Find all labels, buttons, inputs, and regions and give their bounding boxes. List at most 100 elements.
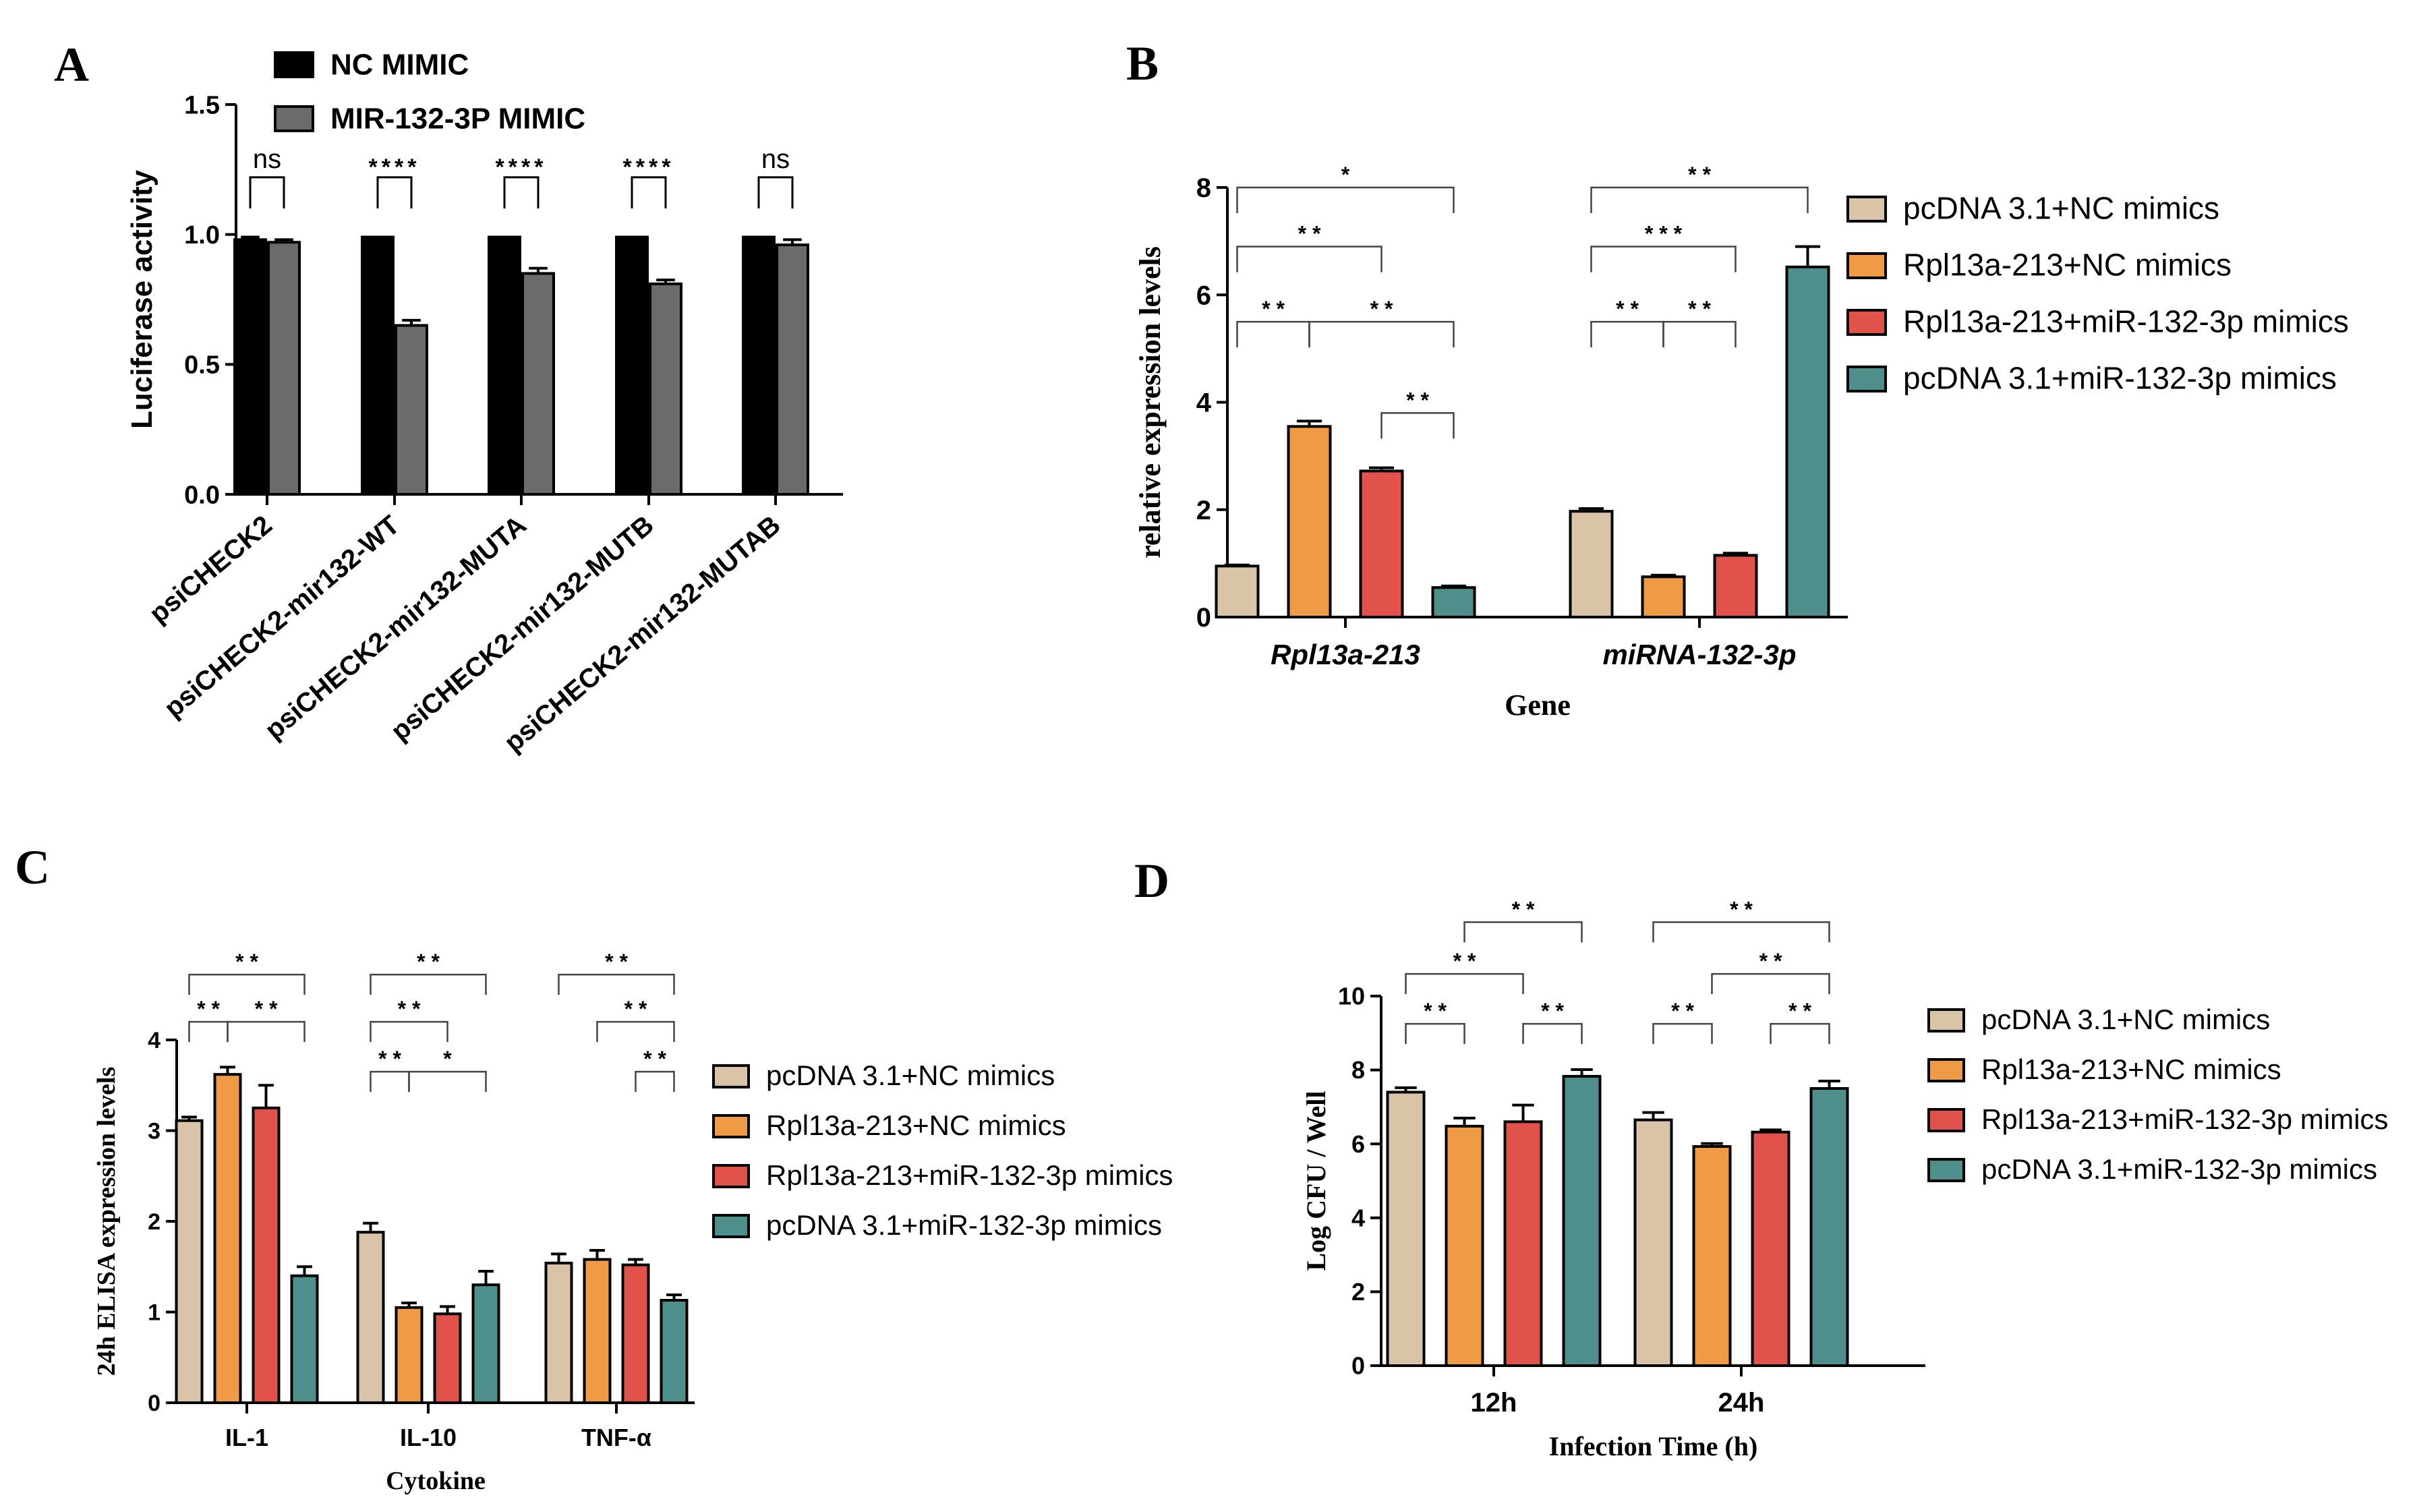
bar xyxy=(544,1261,573,1404)
legend-swatch xyxy=(1846,309,1887,336)
y-tick-label: 1 xyxy=(148,1300,161,1325)
x-category-label: 24h xyxy=(1718,1388,1765,1418)
bar xyxy=(1569,510,1614,618)
legend-label: NC MIMIC xyxy=(330,48,469,81)
significance-bracket xyxy=(1236,186,1455,213)
significance-bracket xyxy=(503,176,540,209)
y-tick-label: 8 xyxy=(1351,1056,1365,1084)
y-tick-label: 0 xyxy=(1351,1352,1365,1380)
bar xyxy=(488,235,521,496)
y-tick-label: 1.0 xyxy=(184,221,220,250)
bar xyxy=(583,1258,612,1404)
legend-swatch xyxy=(712,1214,750,1238)
significance-bracket xyxy=(631,176,667,209)
significance-label: * * xyxy=(378,1047,401,1071)
y-axis-label: 24h ELISA expression levels xyxy=(92,1067,121,1376)
legend-label: pcDNA 3.1+miR-132-3p mimics xyxy=(1981,1153,2377,1185)
y-tick-label: 6 xyxy=(1351,1130,1365,1158)
x-category-label: Rpl13a-213 xyxy=(1271,639,1420,670)
bar xyxy=(1562,1074,1602,1368)
significance-bracket xyxy=(249,176,285,209)
bar xyxy=(233,238,267,496)
significance-label: * * * xyxy=(1645,222,1683,246)
y-tick-label: 2 xyxy=(1351,1278,1365,1306)
significance-label: * * xyxy=(235,950,258,974)
bar xyxy=(1633,1118,1673,1367)
legend-label: pcDNA 3.1+NC mimics xyxy=(1981,1004,2270,1035)
significance-label: * * xyxy=(1453,949,1476,973)
bar xyxy=(1445,1124,1484,1367)
significance-label: * * xyxy=(605,950,628,974)
legend-swatch xyxy=(1927,1008,1965,1033)
significance-label: * xyxy=(1341,163,1350,187)
panel-letter: C xyxy=(15,840,50,894)
legend-label: Rpl13a-213+miR-132-3p mimics xyxy=(766,1159,1173,1191)
significance-label: * * xyxy=(643,1047,666,1071)
bar xyxy=(1751,1130,1790,1367)
x-axis-label: Cytokine xyxy=(386,1467,486,1495)
y-tick-label: 6 xyxy=(1196,281,1211,310)
significance-label: * * xyxy=(197,997,220,1021)
legend-swatch xyxy=(1927,1158,1965,1182)
legend-swatch xyxy=(1846,366,1887,392)
y-tick-label: 10 xyxy=(1338,983,1365,1010)
bar xyxy=(1386,1091,1426,1367)
significance-label: * xyxy=(443,1047,452,1071)
x-category-label: IL-1 xyxy=(225,1424,268,1451)
bar xyxy=(1359,469,1404,618)
bar xyxy=(1287,425,1332,618)
y-tick-label: 3 xyxy=(148,1118,161,1144)
significance-bracket xyxy=(558,973,675,995)
significance-bracket xyxy=(227,1020,305,1043)
legend-swatch xyxy=(712,1164,750,1188)
significance-bracket xyxy=(1522,1022,1583,1045)
bar xyxy=(621,1263,650,1405)
x-axis-label: Infection Time (h) xyxy=(1549,1431,1758,1461)
significance-bracket xyxy=(376,176,413,209)
significance-label: * * xyxy=(255,997,278,1021)
significance-label: ns xyxy=(761,144,790,174)
significance-bracket xyxy=(188,973,305,995)
bar xyxy=(395,324,428,496)
legend-label: pcDNA 3.1+miR-132-3p mimics xyxy=(766,1209,1162,1241)
y-tick-label: 8 xyxy=(1196,173,1211,203)
panel-c: C 0 1 2 3 4 24h ELISA expression levels IL-1 IL-… xyxy=(15,840,1173,1495)
bar xyxy=(615,235,649,496)
bar xyxy=(267,241,301,496)
y-tick-label: 0 xyxy=(148,1391,161,1416)
y-tick-label: 2 xyxy=(1196,496,1211,525)
bar xyxy=(290,1274,319,1404)
legend-swatch xyxy=(1927,1108,1965,1132)
bar xyxy=(1641,575,1686,618)
bar xyxy=(433,1312,462,1404)
bar xyxy=(471,1283,500,1405)
bar xyxy=(521,272,555,496)
significance-label: * * xyxy=(1788,999,1811,1023)
significance-label: * * xyxy=(1541,999,1564,1023)
bar xyxy=(395,1306,424,1405)
x-category-label: psiCHECK2-mir132-MUTAB xyxy=(499,510,786,758)
significance-label: * * xyxy=(1262,297,1285,321)
legend-label: Rpl13a-213+NC mimics xyxy=(1981,1053,2281,1085)
significance-bracket xyxy=(1770,1022,1830,1045)
significance-label: * * xyxy=(1370,297,1393,321)
legend-swatch xyxy=(1927,1058,1965,1082)
y-axis-label: Luciferase activity xyxy=(125,169,158,428)
bar xyxy=(742,235,776,496)
bar xyxy=(1431,586,1476,618)
panel-letter: D xyxy=(1134,854,1169,908)
legend-swatch xyxy=(274,105,314,132)
y-tick-label: 0.5 xyxy=(184,351,220,380)
y-tick-label: 0.0 xyxy=(184,481,220,509)
significance-label: * * xyxy=(1512,897,1535,921)
y-tick-label: 4 xyxy=(1196,388,1212,418)
bar xyxy=(252,1106,281,1404)
legend-label: Rpl13a-213+NC mimics xyxy=(1903,247,2232,282)
bar xyxy=(1713,554,1758,619)
y-tick-label: 2 xyxy=(148,1209,161,1235)
x-category-label: psiCHECK2-mir132-MUTA xyxy=(260,510,532,745)
significance-label: * * xyxy=(1424,999,1447,1023)
legend-swatch xyxy=(1846,196,1887,223)
bar xyxy=(1503,1120,1543,1367)
significance-label: * * xyxy=(1298,222,1321,246)
